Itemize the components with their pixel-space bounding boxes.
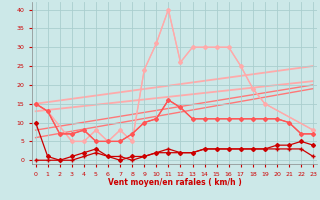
X-axis label: Vent moyen/en rafales ( km/h ): Vent moyen/en rafales ( km/h ) xyxy=(108,178,241,187)
